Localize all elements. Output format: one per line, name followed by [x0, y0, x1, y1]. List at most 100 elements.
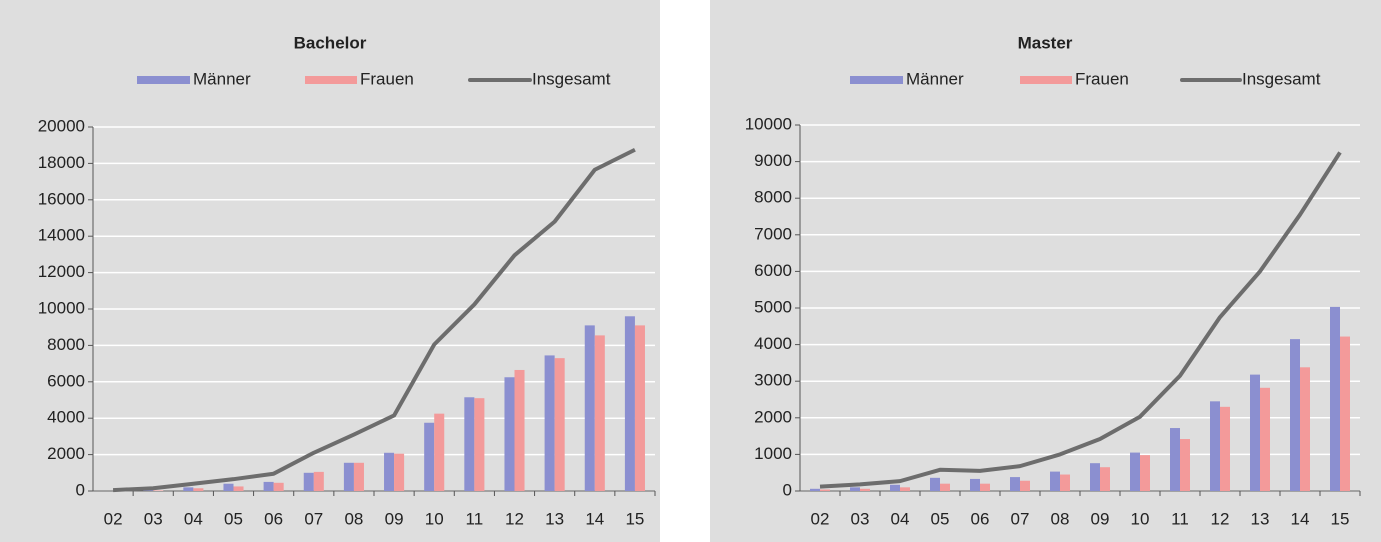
- x-tick-label: 12: [505, 509, 524, 528]
- y-tick-label: 5000: [754, 297, 792, 316]
- y-tick-label: 2000: [47, 444, 85, 463]
- x-tick-label: 15: [625, 509, 644, 528]
- bar: [153, 490, 164, 491]
- y-tick-label: 7000: [754, 224, 792, 243]
- legend-label: Insgesamt: [1242, 69, 1321, 88]
- line: [112, 147, 636, 493]
- bar: [1130, 452, 1140, 491]
- legend-label: Männer: [193, 69, 251, 88]
- bar: [343, 462, 354, 491]
- x-tick-label: 02: [811, 509, 830, 528]
- chart-title: Master: [1018, 33, 1073, 52]
- bar: [353, 462, 364, 491]
- x-tick-label: 05: [224, 509, 243, 528]
- x-tick-label: 03: [851, 509, 870, 528]
- bar: [1020, 480, 1030, 491]
- bar: [634, 325, 645, 491]
- bar: [474, 398, 485, 491]
- bar: [504, 377, 515, 491]
- y-tick-label: 8000: [47, 335, 85, 354]
- x-tick-label: 03: [144, 509, 163, 528]
- bar: [1210, 401, 1220, 491]
- legend-swatch: [850, 76, 903, 84]
- bar: [594, 335, 605, 491]
- bar: [980, 483, 990, 491]
- x-tick-label: 09: [1091, 509, 1110, 528]
- bar: [394, 453, 405, 491]
- bar: [434, 413, 445, 491]
- legend-label: Frauen: [360, 69, 414, 88]
- bar: [223, 483, 234, 491]
- x-tick-label: 10: [1131, 509, 1150, 528]
- x-tick-label: 04: [184, 509, 203, 528]
- bar: [890, 484, 900, 491]
- legend-swatch: [1020, 76, 1072, 84]
- bar: [1220, 406, 1230, 491]
- y-tick-label: 1000: [754, 444, 792, 463]
- x-tick-label: 15: [1331, 509, 1350, 528]
- x-tick-label: 13: [545, 509, 564, 528]
- legend-swatch: [305, 76, 357, 84]
- y-tick-label: 16000: [38, 189, 85, 208]
- x-tick-label: 14: [585, 509, 604, 528]
- legend-label: Frauen: [1075, 69, 1129, 88]
- line: [819, 151, 1342, 489]
- bar: [1290, 339, 1300, 491]
- bar: [850, 487, 860, 491]
- y-tick-label: 18000: [38, 153, 85, 172]
- bar: [810, 488, 820, 491]
- x-tick-label: 08: [1051, 509, 1070, 528]
- x-tick-label: 11: [1171, 509, 1189, 528]
- y-tick-label: 0: [76, 480, 85, 499]
- x-tick-label: 11: [466, 509, 484, 528]
- x-tick-label: 07: [1011, 509, 1030, 528]
- bar: [970, 478, 980, 491]
- bar: [303, 472, 314, 491]
- bar: [1010, 477, 1020, 491]
- bar: [384, 452, 395, 491]
- x-tick-label: 06: [971, 509, 990, 528]
- y-tick-label: 3000: [754, 371, 792, 390]
- x-tick-label: 09: [385, 509, 404, 528]
- chart: Bachelor 0 2000 4000 6000 8000 10000 12000 14000…: [0, 0, 660, 542]
- bar: [183, 487, 194, 491]
- y-tick-label: 2000: [754, 407, 792, 426]
- bar: [1260, 387, 1270, 491]
- bar: [1250, 374, 1260, 491]
- y-tick-label: 4000: [754, 334, 792, 353]
- bar: [273, 482, 284, 491]
- bar: [313, 471, 324, 491]
- y-tick-label: 10000: [745, 114, 792, 133]
- chart: Master 0 1000 2000 3000 4000 5000 6000 7000 8000 9…: [710, 0, 1381, 542]
- y-tick-label: 0: [783, 480, 792, 499]
- bar: [820, 489, 830, 491]
- bar: [624, 316, 635, 491]
- bar: [1060, 474, 1070, 491]
- y-tick-label: 9000: [754, 151, 792, 170]
- bar: [263, 481, 274, 491]
- bar: [233, 486, 244, 491]
- bar: [1170, 428, 1180, 491]
- legend-label: Männer: [906, 69, 964, 88]
- x-tick-label: 07: [304, 509, 323, 528]
- bar: [1180, 439, 1190, 491]
- y-tick-label: 12000: [38, 262, 85, 281]
- bar: [424, 422, 435, 491]
- bar: [860, 488, 870, 491]
- y-tick-label: 6000: [47, 371, 85, 390]
- bar: [143, 490, 154, 491]
- bar: [1340, 336, 1350, 491]
- bar: [1050, 471, 1060, 491]
- y-tick-label: 6000: [754, 261, 792, 280]
- bar: [930, 477, 940, 491]
- y-tick-label: 4000: [47, 408, 85, 427]
- y-tick-label: 10000: [38, 298, 85, 317]
- y-tick-label: 8000: [754, 188, 792, 207]
- chart-title: Bachelor: [294, 33, 367, 52]
- y-tick-label: 20000: [38, 116, 85, 135]
- bar: [1100, 467, 1110, 491]
- bar: [193, 488, 204, 491]
- bar: [1330, 306, 1340, 491]
- bar: [554, 358, 565, 491]
- bar: [544, 355, 555, 491]
